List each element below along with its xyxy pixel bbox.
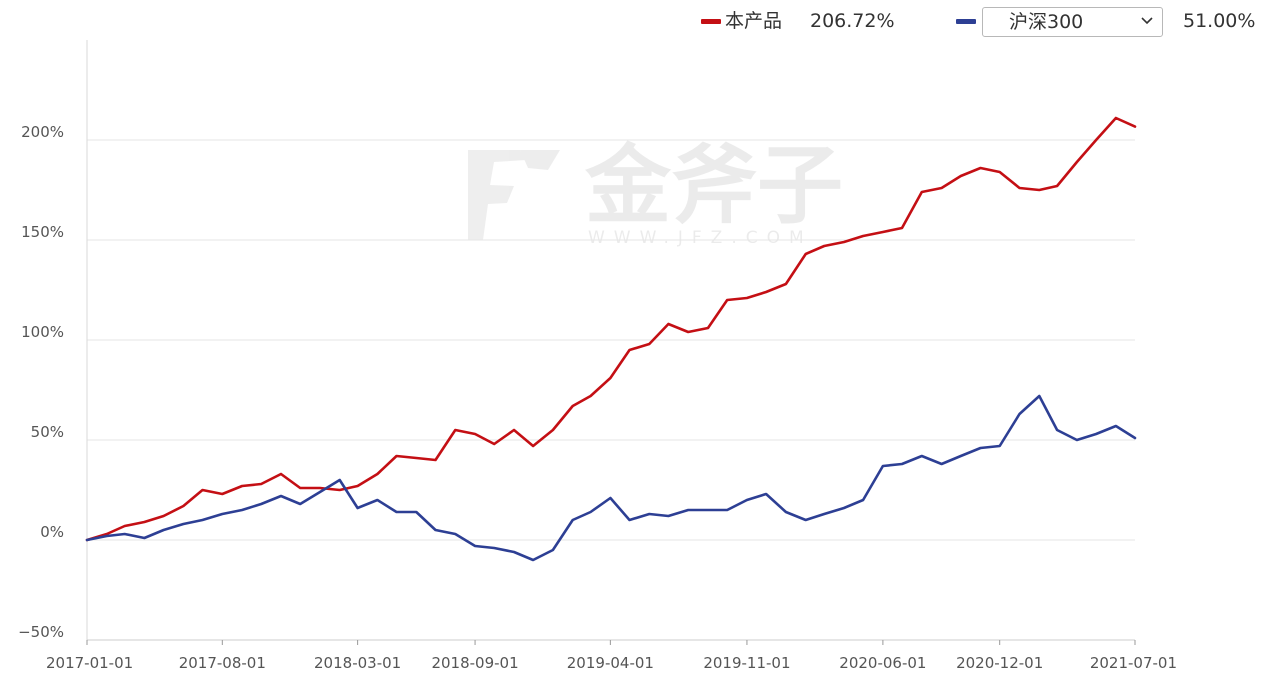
- y-tick-label: 150%: [21, 223, 64, 241]
- chevron-down-icon: [1141, 17, 1153, 25]
- x-tick-label: 2018-09-01: [431, 654, 518, 672]
- benchmark-series-line: [85, 394, 1137, 562]
- watermark-url: WWW.JFZ.COM: [588, 228, 813, 248]
- x-tick-label: 2020-06-01: [839, 654, 926, 672]
- product-return-value: 206.72%: [810, 10, 895, 32]
- product-series-line: [85, 116, 1137, 542]
- chart-legend: 本产品 206.72% 沪深300 51.00%: [0, 0, 1278, 44]
- y-tick-label: 100%: [21, 323, 64, 341]
- benchmark-select-value: 沪深300: [1009, 11, 1084, 33]
- y-tick-label: 200%: [21, 123, 64, 141]
- y-tick-label: 0%: [40, 523, 64, 541]
- x-tick-label: 2021-07-01: [1090, 654, 1177, 672]
- x-tick-label: 2019-04-01: [567, 654, 654, 672]
- x-tick-label: 2020-12-01: [956, 654, 1043, 672]
- x-tick-label: 2017-08-01: [179, 654, 266, 672]
- product-legend-label: 本产品: [725, 10, 783, 32]
- product-legend-swatch: [701, 19, 721, 24]
- x-tick-label: 2017-01-01: [46, 654, 133, 672]
- x-tick-label: 2019-11-01: [703, 654, 790, 672]
- watermark-logo: 金斧子 WWW.JFZ.COM: [468, 136, 843, 248]
- benchmark-return-value: 51.00%: [1183, 10, 1256, 32]
- benchmark-legend-swatch: [956, 19, 976, 24]
- y-tick-label: 50%: [31, 423, 64, 441]
- y-tick-label: −50%: [18, 623, 64, 641]
- benchmark-select[interactable]: 沪深300: [982, 7, 1163, 37]
- x-tick-label: 2018-03-01: [314, 654, 401, 672]
- watermark-brand: 金斧子: [584, 136, 843, 236]
